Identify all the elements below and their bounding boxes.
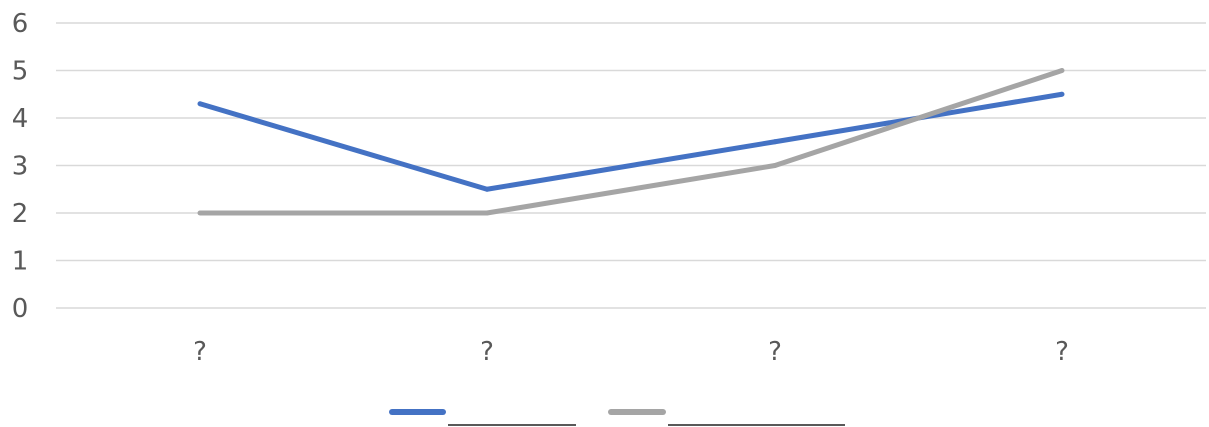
y-tick-label: 4 [12,104,29,134]
y-tick-label: 1 [12,247,29,277]
series-2-line [200,68,1063,216]
series-2-point [197,210,203,216]
legend [389,409,845,426]
series-1-point [772,139,778,145]
series-1-point [197,101,203,107]
y-tick-label: 2 [12,199,29,229]
y-tick-label: 5 [12,57,29,87]
series-2-point [772,163,778,168]
series-1-point [484,186,490,192]
x-tick-label: ? [193,337,207,367]
y-tick-label: 6 [12,9,29,39]
x-tick-label: ? [480,337,494,367]
y-tick-label: 0 [12,294,29,324]
series-lines [197,68,1065,216]
series-2-point [1059,68,1065,73]
series-1-line [199,91,1063,192]
series-1-point [1059,91,1065,97]
series-2-point [484,210,490,216]
y-tick-label: 3 [12,152,29,182]
x-tick-label: ? [1055,337,1069,367]
x-tick-label: ? [768,337,782,367]
x-axis: ???? [193,337,1069,367]
y-axis: 0 1 2 3 4 5 6 [12,9,29,324]
